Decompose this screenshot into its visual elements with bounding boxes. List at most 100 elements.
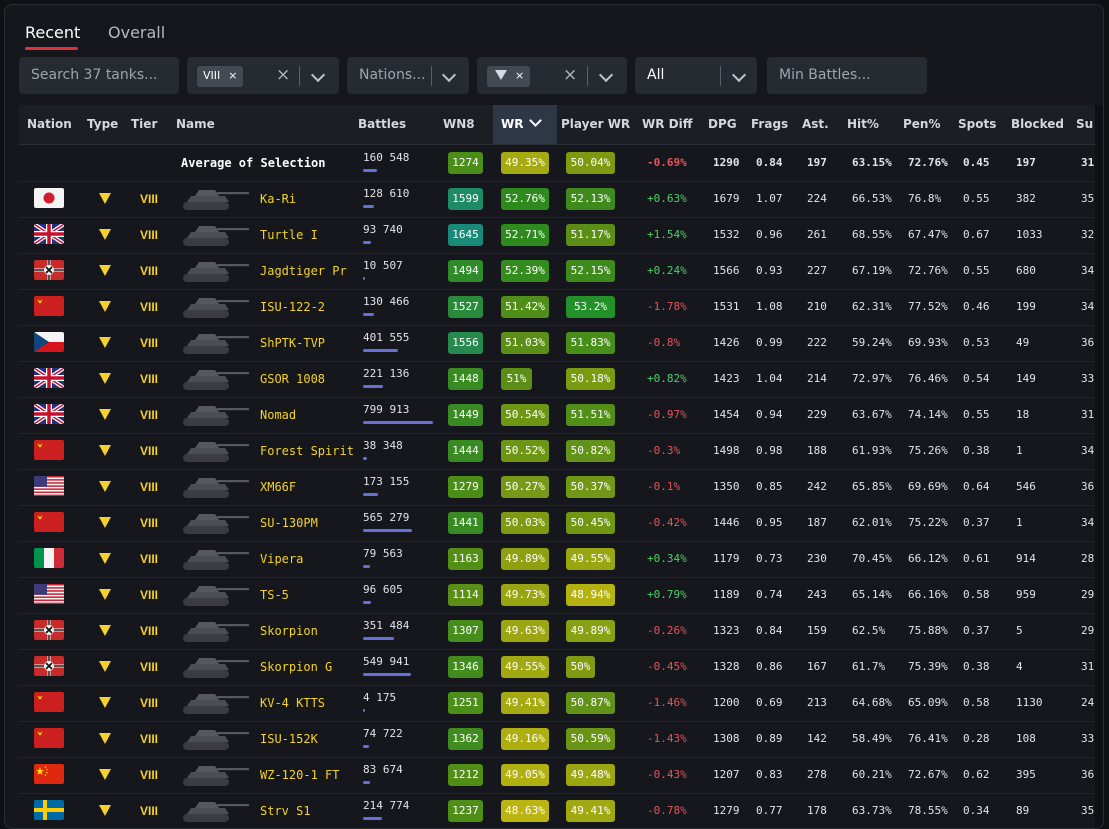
tier-select[interactable]: VIII × × xyxy=(187,57,339,94)
col-wn8[interactable]: WN8 xyxy=(443,117,475,131)
col-tier[interactable]: Tier xyxy=(131,117,158,131)
hit-value: 62.5% xyxy=(852,624,886,637)
table-row[interactable]: VIII Nomad 799 913 1449 50.54% 51.51% -0… xyxy=(19,397,1103,434)
player-wr-value: 49.41% xyxy=(566,800,615,822)
tank-name[interactable]: Skorpion G xyxy=(260,660,333,674)
nations-select[interactable]: Nations... xyxy=(347,57,469,94)
tank-name[interactable]: SU-130PM xyxy=(260,516,318,530)
table-row[interactable]: VIII Strv S1 214 774 1237 48.63% 49.41% … xyxy=(19,793,1103,828)
tank-name[interactable]: ISU-122-2 xyxy=(260,300,326,314)
type-select[interactable]: × × xyxy=(477,57,627,94)
col-name[interactable]: Name xyxy=(176,117,215,131)
tank-name[interactable]: Vipera xyxy=(260,552,304,566)
table-row[interactable]: VIII Turtle I 93 740 1645 52.71% 51.17% … xyxy=(19,217,1103,254)
wr-diff-value: -0.1% xyxy=(647,480,681,493)
col-battles[interactable]: Battles xyxy=(358,117,407,131)
tier-clear-icon[interactable]: × xyxy=(276,65,291,85)
tier-label: VIII xyxy=(140,804,159,818)
ast-value: 227 xyxy=(807,264,827,277)
tank-name[interactable]: Skorpion xyxy=(260,624,318,638)
col-wr[interactable]: WR xyxy=(501,114,543,131)
table-row[interactable]: VIII GSOR 1008 221 136 1448 51% 50.18% +… xyxy=(19,361,1103,398)
uk-flag-icon xyxy=(34,404,64,424)
table-row[interactable]: VIII XM66F 173 155 1279 50.27% 50.37% -0… xyxy=(19,469,1103,506)
wn8-value: 1494 xyxy=(448,260,483,282)
type-chip[interactable]: × xyxy=(487,66,531,87)
wr-value: 50.54% xyxy=(501,404,549,426)
col-nation[interactable]: Nation xyxy=(27,117,72,131)
battles-value: 401 555 xyxy=(363,331,410,344)
su-value: 29 xyxy=(1081,588,1095,601)
type-chip-remove-icon[interactable]: × xyxy=(515,69,525,82)
table-row[interactable]: VIII Ka-Ri 128 610 1599 52.76% 52.13% +0… xyxy=(19,181,1103,218)
table-row[interactable]: VIII KV-4 KTTS 4 175 1251 49.41% 50.87% … xyxy=(19,685,1103,722)
battles-value: 221 136 xyxy=(363,367,410,380)
wn8-value: 1114 xyxy=(448,584,483,606)
table-row[interactable]: VIII Jagdtiger Pr 10 507 1494 52.39% 52.… xyxy=(19,253,1103,290)
wr-value: 52.71% xyxy=(501,224,549,246)
chevron-down-icon[interactable] xyxy=(310,67,326,83)
tank-name[interactable]: Nomad xyxy=(260,408,297,422)
tank-destroyer-icon xyxy=(99,409,111,420)
min-battles-input[interactable]: Min Battles... xyxy=(767,57,927,94)
col-frags[interactable]: Frags xyxy=(751,117,789,131)
table-row[interactable]: VIII ShPTK-TVP 401 555 1556 51.03% 51.83… xyxy=(19,325,1103,362)
table-row[interactable]: VIII Skorpion 351 484 1307 49.63% 49.89%… xyxy=(19,613,1103,650)
tank-name[interactable]: Strv S1 xyxy=(260,804,311,818)
tank-name[interactable]: ShPTK-TVP xyxy=(260,336,326,350)
wn8-value: 1527 xyxy=(448,296,483,318)
table-row[interactable]: VIII TS-5 96 605 1114 49.73% 48.94% +0.7… xyxy=(19,577,1103,614)
table-row[interactable]: VIII ISU-152K 74 722 1362 49.16% 50.59% … xyxy=(19,721,1103,758)
col-type[interactable]: Type xyxy=(87,117,119,131)
col-spots[interactable]: Spots xyxy=(958,117,997,131)
pen-value: 78.55% xyxy=(908,804,948,817)
su-value: 34 xyxy=(1081,300,1095,313)
tank-name[interactable]: Forest Spirit xyxy=(260,444,354,458)
chevron-down-icon[interactable] xyxy=(598,67,614,83)
player-wr-value: 51.51% xyxy=(566,404,615,426)
tank-name[interactable]: XM66F xyxy=(260,480,297,494)
tank-name[interactable]: ISU-152K xyxy=(260,732,318,746)
col-pen[interactable]: Pen% xyxy=(903,117,941,131)
table-row[interactable]: VIII Forest Spirit 38 348 1444 50.52% 50… xyxy=(19,433,1103,470)
tank-destroyer-icon xyxy=(99,193,111,204)
tier-chip-remove-icon[interactable]: × xyxy=(228,69,238,82)
search-input[interactable]: Search 37 tanks... xyxy=(19,57,179,94)
tab-recent[interactable]: Recent xyxy=(25,23,81,42)
table-row[interactable]: VIII WZ-120-1 FT 83 674 1212 49.05% 49.4… xyxy=(19,757,1103,794)
tank-name[interactable]: Turtle I xyxy=(260,228,318,242)
premium-select[interactable]: All xyxy=(635,57,757,94)
avg-wn8: 1274 xyxy=(448,152,483,174)
col-dpg[interactable]: DPG xyxy=(708,117,737,131)
col-wr-diff[interactable]: WR Diff xyxy=(642,117,693,131)
table-row[interactable]: VIII Skorpion G 549 941 1346 49.55% 50% … xyxy=(19,649,1103,686)
spots-value: 0.54 xyxy=(963,372,990,385)
tank-name[interactable]: KV-4 KTTS xyxy=(260,696,326,710)
type-clear-icon[interactable]: × xyxy=(563,65,578,85)
wr-value: 50.27% xyxy=(501,476,549,498)
table-row[interactable]: VIII Vipera 79 563 1163 49.89% 49.55% +0… xyxy=(19,541,1103,578)
col-hit[interactable]: Hit% xyxy=(847,117,879,131)
tank-name[interactable]: WZ-120-1 FT xyxy=(260,768,340,782)
tank-name[interactable]: GSOR 1008 xyxy=(260,372,326,386)
col-player-wr[interactable]: Player WR xyxy=(561,117,631,131)
table-row[interactable]: VIII SU-130PM 565 279 1441 50.03% 50.45%… xyxy=(19,505,1103,542)
dpg-value: 1279 xyxy=(713,804,740,817)
frags-value: 0.84 xyxy=(756,624,783,637)
chevron-down-icon[interactable] xyxy=(731,67,747,83)
player-wr-value: 51.83% xyxy=(566,332,615,354)
table-row[interactable]: VIII ISU-122-2 130 466 1527 51.42% 53.2%… xyxy=(19,289,1103,326)
tab-overall[interactable]: Overall xyxy=(108,23,166,42)
frags-value: 0.83 xyxy=(756,768,783,781)
tank-name[interactable]: Jagdtiger Pr xyxy=(260,264,347,278)
col-ast[interactable]: Ast. xyxy=(802,117,829,131)
wr-value: 51% xyxy=(501,368,532,390)
tier-chip[interactable]: VIII × xyxy=(197,66,244,87)
player-wr-value: 49.48% xyxy=(566,764,615,786)
col-su[interactable]: Su xyxy=(1076,117,1094,131)
tank-name[interactable]: Ka-Ri xyxy=(260,192,297,206)
chevron-down-icon[interactable] xyxy=(441,67,457,83)
tank-image xyxy=(179,473,251,501)
tank-name[interactable]: TS-5 xyxy=(260,588,289,602)
col-blocked[interactable]: Blocked xyxy=(1011,117,1065,131)
